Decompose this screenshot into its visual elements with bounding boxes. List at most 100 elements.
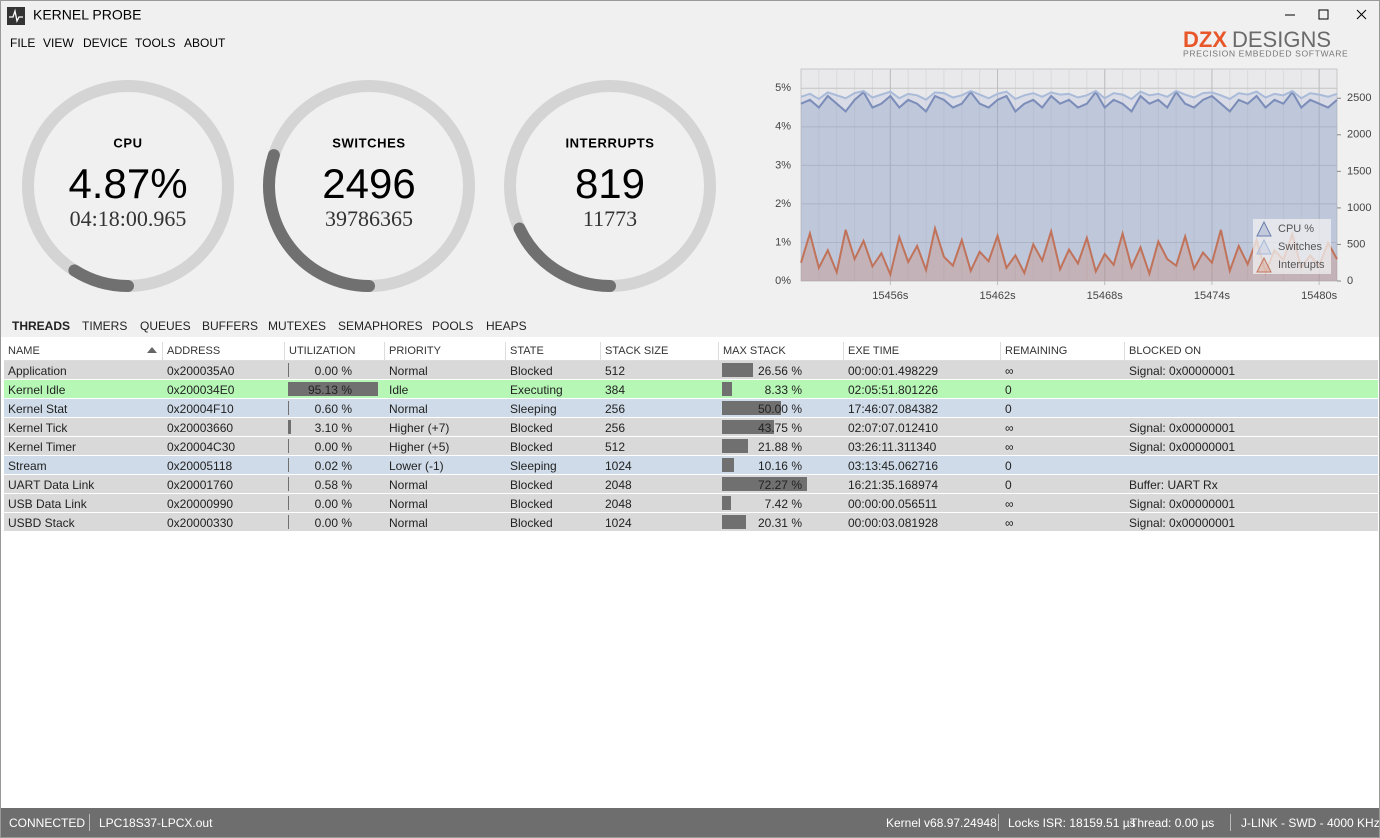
cell-text: 03:26:11.311340 (848, 440, 937, 454)
menu-item[interactable]: DEVICE (83, 36, 128, 50)
cell-text: Stream (8, 459, 47, 473)
cell-text: 512 (605, 440, 626, 454)
table-row[interactable] (4, 399, 1378, 418)
cell-text: Signal: 0x00000001 (1129, 497, 1236, 511)
gauge-arc (513, 222, 616, 292)
sort-arrow-shape (147, 347, 157, 353)
cell-text: Signal: 0x00000001 (1129, 421, 1236, 435)
menu-item[interactable]: FILE (10, 36, 35, 50)
column-header[interactable]: NAME (8, 345, 40, 357)
cell-text: 256 (605, 421, 626, 435)
cell-text: ∞ (1005, 440, 1014, 454)
cell-text: 10.16 % (757, 459, 802, 473)
y-tick-label: 5% (775, 82, 791, 94)
sort-arrow (147, 347, 157, 353)
cell-text: Kernel Tick (8, 421, 68, 435)
column-header[interactable]: MAX STACK (723, 345, 786, 357)
column-header[interactable]: STATE (510, 345, 544, 357)
table-row[interactable] (4, 494, 1378, 513)
column-divider (600, 342, 601, 360)
cell-text: 0x20000330 (167, 516, 234, 530)
locks-isr: Locks ISR: 18159.51 µs (1008, 816, 1136, 830)
tab[interactable]: POOLS (432, 319, 474, 333)
y2-tick-label: 500 (1347, 238, 1365, 250)
cell-text: 0.00 % (314, 364, 352, 378)
cell-text: UART Data Link (8, 478, 95, 492)
cell-text: 0.00 % (314, 440, 352, 454)
tab[interactable]: SEMAPHORES (338, 319, 423, 333)
tab[interactable]: HEAPS (486, 319, 527, 333)
x-tick-label: 15474s (1194, 290, 1231, 302)
cell-text: Buffer: UART Rx (1129, 478, 1218, 492)
cell-text: 02:07:07.012410 (848, 421, 939, 435)
cell-text: Sleeping (510, 459, 557, 473)
cell-text: 0 (1005, 459, 1012, 473)
y2-tick-label: 1000 (1347, 202, 1371, 214)
maximize-button[interactable] (1318, 9, 1329, 20)
cell-text: 00:00:00.056511 (848, 497, 938, 511)
menu-item[interactable]: TOOLS (135, 36, 175, 50)
table-row[interactable] (4, 456, 1378, 475)
y-tick-label: 1% (775, 236, 791, 248)
connection-status: CONNECTED (9, 816, 86, 830)
gauge-value: 2496 (322, 160, 415, 207)
column-divider (384, 342, 385, 360)
y-tick-label: 0% (775, 275, 791, 287)
cell-text: 7.42 % (764, 497, 802, 511)
cell-text: 0 (1005, 478, 1012, 492)
column-header[interactable]: REMAINING (1005, 345, 1068, 357)
column-divider (843, 342, 844, 360)
column-header[interactable]: UTILIZATION (289, 345, 356, 357)
menu-item[interactable]: ABOUT (184, 36, 226, 50)
legend-swatch (1256, 256, 1272, 273)
cell-bar (288, 420, 291, 434)
cell-text: 0.00 % (314, 497, 352, 511)
cell-text: Higher (+7) (389, 421, 450, 435)
tab[interactable]: TIMERS (82, 319, 128, 333)
table-row[interactable] (4, 418, 1378, 437)
table-row[interactable] (4, 361, 1378, 380)
app-icon-pulse (9, 8, 23, 23)
cell-text: 50.00 % (757, 402, 802, 416)
tab[interactable]: THREADS (12, 319, 71, 333)
close-button[interactable] (1356, 9, 1367, 20)
cell-text: ∞ (1005, 421, 1014, 435)
table-row[interactable] (4, 513, 1378, 532)
column-divider (284, 342, 285, 360)
cell-text: 43.75 % (757, 421, 802, 435)
cell-text: 256 (605, 402, 626, 416)
tab[interactable]: BUFFERS (202, 319, 259, 333)
target-file: LPC18S37-LPCX.out (99, 816, 213, 830)
cell-text: 16:21:35.168974 (848, 478, 939, 492)
gauge-arc (263, 149, 375, 292)
tab[interactable]: MUTEXES (268, 319, 327, 333)
y-tick-label: 3% (775, 159, 791, 171)
tab[interactable]: QUEUES (140, 319, 191, 333)
cell-bar (288, 439, 289, 453)
column-header[interactable]: EXE TIME (848, 345, 900, 357)
gauge-subvalue: 39786365 (325, 206, 413, 231)
menu-item[interactable]: VIEW (43, 36, 74, 50)
cell-text: Blocked (510, 440, 553, 454)
x-tick-label: 15462s (979, 290, 1016, 302)
column-header[interactable]: BLOCKED ON (1129, 345, 1202, 357)
table-row[interactable] (4, 475, 1378, 494)
cell-text: ∞ (1005, 516, 1014, 530)
cell-bar (288, 401, 289, 415)
logo-name: DESIGNS (1232, 27, 1331, 52)
column-header[interactable]: ADDRESS (167, 345, 221, 357)
cell-text: Normal (389, 516, 428, 530)
table-row[interactable] (4, 437, 1378, 456)
cell-text: Executing (510, 383, 563, 397)
column-header[interactable]: STACK SIZE (605, 345, 669, 357)
cell-text: Signal: 0x00000001 (1129, 440, 1236, 454)
cell-bar (288, 477, 289, 491)
cell-text: 384 (605, 383, 626, 397)
cell-text: 0x20004C30 (167, 440, 236, 454)
cell-text: Kernel Stat (8, 402, 68, 416)
gauge-label: CPU (113, 135, 142, 150)
cell-text: 00:00:03.081928 (848, 516, 939, 530)
column-header[interactable]: PRIORITY (389, 345, 441, 357)
cell-text: 0x20004F10 (167, 402, 234, 416)
